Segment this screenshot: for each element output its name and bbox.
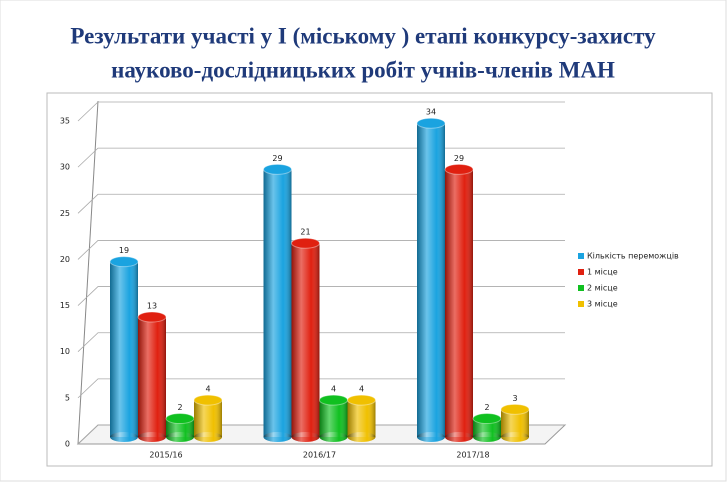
x-tick-label: 2016/17	[303, 451, 336, 460]
data-label: 13	[147, 302, 157, 311]
grid-line	[77, 101, 565, 122]
legend-swatch	[578, 301, 584, 307]
y-tick-label: 30	[60, 163, 70, 172]
data-label: 2	[177, 403, 182, 412]
grid-line	[77, 147, 565, 168]
legend-swatch	[578, 253, 584, 259]
legend-swatch	[578, 269, 584, 275]
grid-line	[77, 424, 565, 445]
bar	[263, 163, 292, 442]
legend-label: 2 місце	[587, 284, 618, 293]
bar	[444, 163, 474, 442]
legend-label: Кількість переможців	[587, 252, 679, 261]
bar	[472, 413, 502, 442]
data-label: 4	[331, 385, 336, 394]
bar	[416, 117, 446, 442]
x-tick-label: 2017/18	[456, 451, 489, 460]
legend-label: 3 місце	[587, 300, 618, 309]
data-label: 29	[454, 154, 464, 163]
chart-title: науково-дослідницьких робіт учнів-членів…	[111, 57, 615, 82]
data-label: 3	[512, 394, 517, 403]
grid-line	[77, 378, 565, 399]
data-label: 29	[272, 154, 282, 163]
grid-line	[77, 240, 565, 260]
x-tick-label: 2015/16	[149, 451, 182, 460]
legend-label: 1 місце	[587, 268, 618, 277]
y-tick-label: 0	[65, 440, 70, 449]
y-tick-label: 5	[65, 393, 70, 402]
bar	[137, 311, 167, 442]
bar	[347, 394, 376, 442]
y-axis	[77, 100, 99, 445]
y-tick-label: 10	[60, 347, 70, 356]
bar	[165, 413, 195, 442]
grid-line	[77, 286, 565, 306]
data-label: 19	[119, 246, 129, 255]
data-label: 2	[484, 403, 489, 412]
data-label: 4	[205, 385, 210, 394]
y-tick-label: 15	[60, 301, 70, 310]
data-label: 34	[426, 108, 436, 117]
bar	[291, 237, 320, 442]
bar	[500, 403, 530, 442]
bar	[193, 394, 223, 442]
y-tick-label: 35	[60, 117, 70, 126]
grid-line	[77, 193, 565, 214]
bar	[109, 256, 139, 442]
legend-swatch	[578, 285, 584, 291]
data-label: 21	[300, 228, 310, 237]
bar	[319, 394, 348, 442]
y-tick-label: 25	[60, 209, 70, 218]
y-tick-label: 20	[60, 255, 70, 264]
grid-line	[77, 332, 565, 353]
data-label: 4	[359, 385, 364, 394]
chart-title: Результати участі у І (міському ) етапі …	[70, 23, 656, 48]
